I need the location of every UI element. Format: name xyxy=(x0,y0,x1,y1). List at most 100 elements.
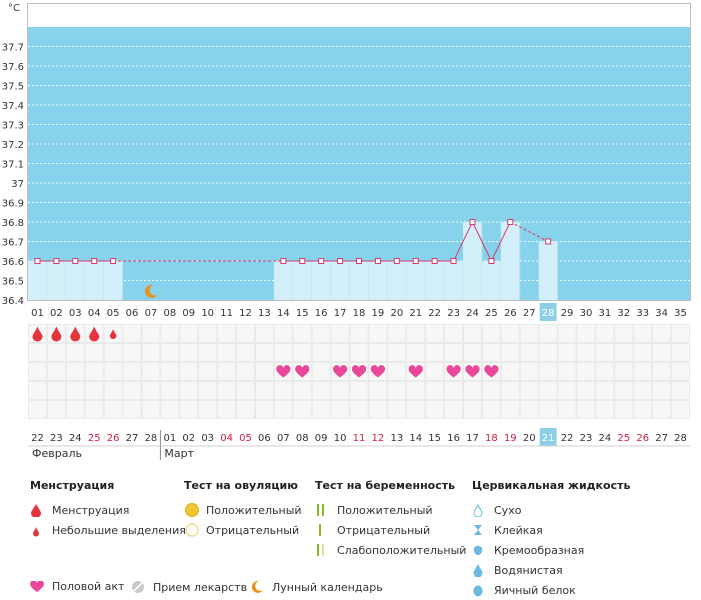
y-tick-label: 36.5 xyxy=(2,277,24,288)
event-cell xyxy=(481,381,501,400)
pill-icon xyxy=(131,580,153,594)
event-cell xyxy=(236,381,255,400)
y-axis-unit-label: °C xyxy=(8,3,20,14)
creamy-icon xyxy=(472,543,494,557)
event-cell xyxy=(557,324,577,343)
event-cell xyxy=(500,381,520,400)
temperature-point xyxy=(356,258,362,264)
cycle-day-label: 35 xyxy=(674,308,687,319)
calendar-date-label: 26 xyxy=(636,433,649,444)
y-tick-label: 36.6 xyxy=(2,257,24,268)
y-tick-label: 37.5 xyxy=(2,82,24,93)
event-cell xyxy=(614,381,634,400)
event-cell xyxy=(652,400,672,419)
temperature-area-background xyxy=(28,27,690,300)
legend-menstruation: Менструация Менструация Небольшие выделе… xyxy=(30,479,186,540)
calendar-date-label: 06 xyxy=(258,433,271,444)
calendar-date-label: 03 xyxy=(201,433,214,444)
event-cell xyxy=(273,381,293,400)
calendar-date-label: 19 xyxy=(504,433,517,444)
y-tick-label: 37 xyxy=(11,179,24,190)
event-cell xyxy=(425,324,445,343)
event-cell xyxy=(557,381,577,400)
temperature-chart: 36.4 36.5 36.6 36.7 36.8 36.9 37 37.1 37.2 37.3 37… xyxy=(2,3,691,460)
intercourse-heart xyxy=(408,365,423,378)
filled-circle-icon xyxy=(184,502,206,518)
calendar-date-label: 22 xyxy=(31,433,44,444)
egg-white-icon xyxy=(472,583,494,597)
calendar-date-label: 12 xyxy=(372,433,385,444)
current-day-highlight xyxy=(539,303,557,321)
event-cell xyxy=(65,400,85,419)
event-cell xyxy=(273,400,293,419)
event-cell xyxy=(444,400,464,419)
event-cell xyxy=(217,343,237,362)
event-cell xyxy=(349,400,369,419)
event-cell xyxy=(538,381,558,400)
calendar-date-label: 05 xyxy=(239,433,252,444)
y-tick-label: 36.9 xyxy=(2,199,24,210)
event-cell xyxy=(576,381,596,400)
calendar-date-label: 28 xyxy=(145,433,158,444)
temperature-point xyxy=(53,258,60,264)
event-cell xyxy=(254,324,274,343)
y-tick-label: 37.7 xyxy=(2,43,24,54)
legend-item-egg-white: Яичный белок xyxy=(472,580,630,600)
event-cell xyxy=(652,343,672,362)
event-cell xyxy=(254,381,274,400)
cycle-day-label: 14 xyxy=(277,308,290,319)
temperature-bar xyxy=(46,261,66,300)
intercourse-heart xyxy=(351,365,367,378)
event-cell xyxy=(28,343,47,362)
calendar-date-label: 26 xyxy=(107,433,120,444)
event-cell xyxy=(46,381,66,400)
cycle-day-label: 17 xyxy=(334,308,347,319)
cycle-day-label: 30 xyxy=(580,308,593,319)
event-cell xyxy=(103,400,123,419)
temperature-bar xyxy=(292,261,312,300)
event-cell xyxy=(311,343,331,362)
temperature-bar xyxy=(444,261,464,300)
legend-item-pregnancy-faint: Слабоположительный xyxy=(315,540,466,560)
cycle-day-label: 18 xyxy=(353,308,366,319)
event-cell xyxy=(122,381,142,400)
legend-item-spotting: Небольшие выделения xyxy=(30,520,186,540)
event-cell xyxy=(633,343,653,362)
event-cell xyxy=(330,324,350,343)
two-lines-icon xyxy=(315,503,337,517)
calendar-date-label: 18 xyxy=(485,433,498,444)
legend-label: Водянистая xyxy=(494,563,563,577)
event-cell xyxy=(217,381,237,400)
calendar-date-label: 02 xyxy=(182,433,195,444)
temperature-point xyxy=(450,258,457,264)
event-cell xyxy=(500,362,520,381)
event-cell xyxy=(576,343,596,362)
event-cell xyxy=(311,381,331,400)
event-cell xyxy=(557,343,577,362)
temperature-point xyxy=(488,258,495,264)
event-cell xyxy=(671,362,690,381)
temperature-point xyxy=(507,219,514,225)
event-cell xyxy=(406,324,426,343)
cycle-day-label: 34 xyxy=(655,308,668,319)
temperature-point xyxy=(110,258,117,264)
temperature-point xyxy=(393,258,400,264)
menstruation-drop xyxy=(51,326,62,342)
event-cell xyxy=(84,343,104,362)
calendar-date-label: 04 xyxy=(220,433,233,444)
legend-item-watery: Водянистая xyxy=(472,560,630,580)
event-cell xyxy=(330,381,350,400)
legend-item-dry: Сухо xyxy=(472,500,630,520)
cycle-day-label: 02 xyxy=(50,308,63,319)
small-drop-icon xyxy=(30,523,52,537)
event-cell xyxy=(349,324,369,343)
event-cell xyxy=(368,381,388,400)
temperature-bar xyxy=(273,261,293,300)
event-cell xyxy=(217,400,237,419)
event-cell xyxy=(160,362,180,381)
event-cell xyxy=(330,343,350,362)
event-cell xyxy=(406,381,426,400)
legend-label: Половой акт xyxy=(52,580,125,593)
y-tick-label: 37.3 xyxy=(2,121,24,132)
cycle-day-label: 29 xyxy=(561,308,574,319)
